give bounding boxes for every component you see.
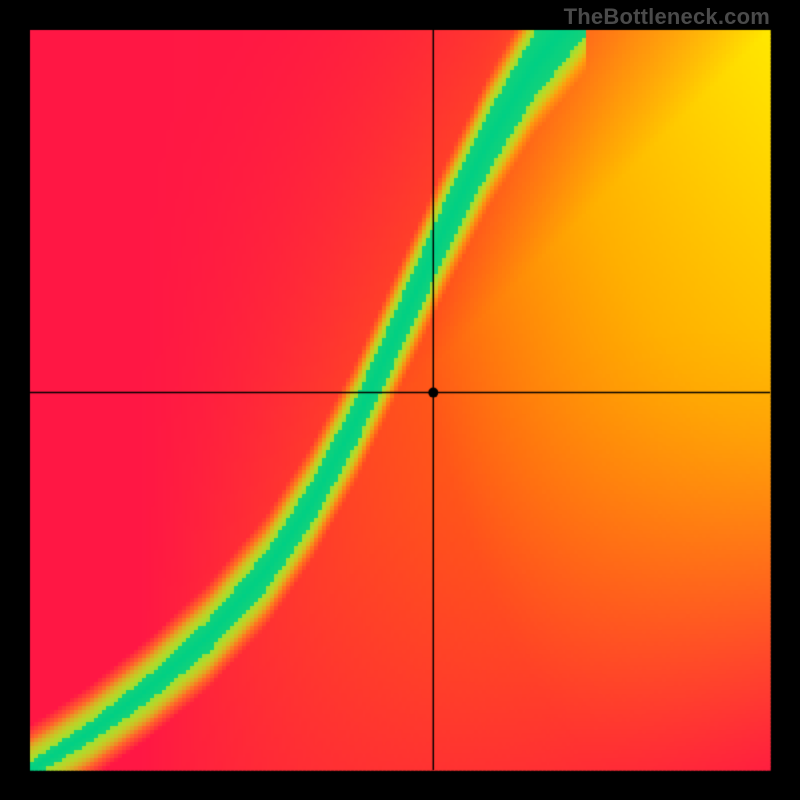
chart-container: TheBottleneck.com	[0, 0, 800, 800]
watermark-text: TheBottleneck.com	[564, 4, 770, 30]
heatmap-canvas	[0, 0, 800, 800]
